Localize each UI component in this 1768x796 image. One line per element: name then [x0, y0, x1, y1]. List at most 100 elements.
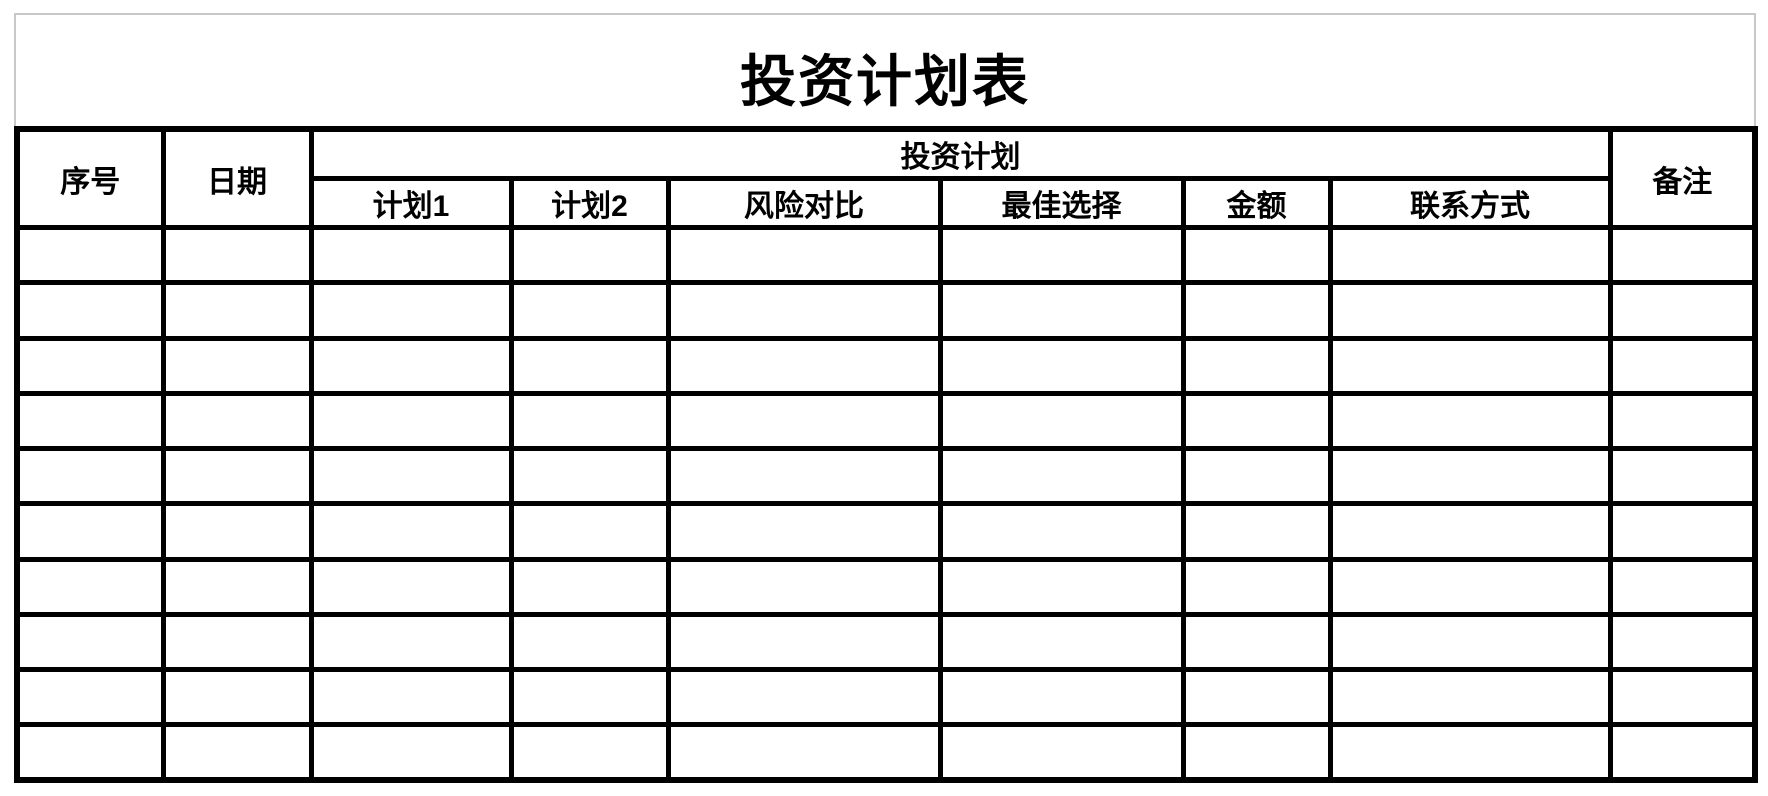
- table-cell[interactable]: [1180, 335, 1333, 396]
- table-cell[interactable]: [1180, 611, 1333, 673]
- table-cell[interactable]: [308, 280, 514, 341]
- table-cell[interactable]: [160, 280, 314, 341]
- table-cell[interactable]: [508, 666, 671, 728]
- table-cell[interactable]: [14, 390, 166, 452]
- table-cell[interactable]: [937, 666, 1186, 728]
- table-cell[interactable]: [1180, 390, 1333, 452]
- table-cell[interactable]: [308, 556, 514, 617]
- table-cell[interactable]: [508, 280, 671, 341]
- table-cell[interactable]: [1180, 445, 1333, 507]
- table-row: [14, 224, 1758, 286]
- table-cell[interactable]: [1607, 280, 1758, 341]
- table-cell[interactable]: [308, 445, 514, 507]
- table-cell[interactable]: [508, 501, 671, 562]
- table-cell[interactable]: [308, 666, 514, 728]
- table-cell[interactable]: [1180, 501, 1333, 562]
- table-cell[interactable]: [160, 501, 314, 562]
- title-band: 投资计划表: [14, 13, 1756, 127]
- header-amount: 金额: [1180, 176, 1333, 230]
- table-cell[interactable]: [508, 611, 671, 673]
- header-plan2: 计划2: [508, 176, 671, 230]
- table-cell[interactable]: [160, 445, 314, 507]
- table-cell[interactable]: [937, 335, 1186, 396]
- table-cell[interactable]: [160, 556, 314, 617]
- table-cell[interactable]: [508, 390, 671, 452]
- table-cell[interactable]: [1607, 335, 1758, 396]
- table-cell[interactable]: [665, 280, 943, 341]
- table-cell[interactable]: [14, 666, 166, 728]
- table-cell[interactable]: [1607, 501, 1758, 562]
- table-cell[interactable]: [1607, 224, 1758, 286]
- table-cell[interactable]: [308, 390, 514, 452]
- header-investment-plan-group: 投资计划: [308, 126, 1613, 181]
- table-row: [14, 501, 1758, 562]
- table-cell[interactable]: [14, 280, 166, 341]
- table-cell[interactable]: [14, 335, 166, 396]
- table-cell[interactable]: [308, 224, 514, 286]
- table-cell[interactable]: [665, 445, 943, 507]
- table-cell[interactable]: [508, 335, 671, 396]
- table-cell[interactable]: [1180, 556, 1333, 617]
- table-cell[interactable]: [14, 556, 166, 617]
- table-cell[interactable]: [308, 722, 514, 783]
- table-cell[interactable]: [1607, 556, 1758, 617]
- table-cell[interactable]: [160, 390, 314, 452]
- table-cell[interactable]: [1327, 280, 1613, 341]
- table-cell[interactable]: [1180, 280, 1333, 341]
- table-cell[interactable]: [14, 501, 166, 562]
- table-cell[interactable]: [1607, 722, 1758, 783]
- table-cell[interactable]: [937, 445, 1186, 507]
- table-cell[interactable]: [160, 722, 314, 783]
- table-cell[interactable]: [937, 501, 1186, 562]
- table-cell[interactable]: [1327, 501, 1613, 562]
- header-serial: 序号: [14, 126, 166, 230]
- table-cell[interactable]: [14, 722, 166, 783]
- table-cell[interactable]: [308, 501, 514, 562]
- page-title: 投资计划表: [740, 49, 1030, 113]
- header-best-choice: 最佳选择: [937, 176, 1186, 230]
- table-cell[interactable]: [160, 335, 314, 396]
- table-cell[interactable]: [937, 280, 1186, 341]
- table-cell[interactable]: [1607, 666, 1758, 728]
- table-cell[interactable]: [508, 722, 671, 783]
- table-cell[interactable]: [665, 666, 943, 728]
- table-cell[interactable]: [1607, 445, 1758, 507]
- table-cell[interactable]: [1327, 224, 1613, 286]
- table-cell[interactable]: [665, 501, 943, 562]
- table-cell[interactable]: [1327, 611, 1613, 673]
- table-cell[interactable]: [937, 224, 1186, 286]
- table-cell[interactable]: [937, 722, 1186, 783]
- table-cell[interactable]: [1327, 722, 1613, 783]
- table-cell[interactable]: [665, 611, 943, 673]
- table-cell[interactable]: [1180, 666, 1333, 728]
- table-cell[interactable]: [14, 611, 166, 673]
- table-cell[interactable]: [1327, 335, 1613, 396]
- table-cell[interactable]: [1327, 556, 1613, 617]
- table-cell[interactable]: [14, 445, 166, 507]
- table-cell[interactable]: [1180, 224, 1333, 286]
- table-cell[interactable]: [14, 224, 166, 286]
- table-cell[interactable]: [665, 224, 943, 286]
- table-cell[interactable]: [665, 722, 943, 783]
- table-cell[interactable]: [937, 556, 1186, 617]
- table-cell[interactable]: [160, 611, 314, 673]
- table-cell[interactable]: [308, 335, 514, 396]
- table-cell[interactable]: [160, 666, 314, 728]
- table-cell[interactable]: [1180, 722, 1333, 783]
- table-cell[interactable]: [665, 335, 943, 396]
- table-cell[interactable]: [508, 556, 671, 617]
- table-cell[interactable]: [308, 611, 514, 673]
- table-cell[interactable]: [1607, 611, 1758, 673]
- table-cell[interactable]: [1607, 390, 1758, 452]
- table-cell[interactable]: [508, 224, 671, 286]
- table-cell[interactable]: [1327, 390, 1613, 452]
- table-cell[interactable]: [665, 390, 943, 452]
- table-cell[interactable]: [160, 224, 314, 286]
- table-cell[interactable]: [1327, 445, 1613, 507]
- table-cell[interactable]: [508, 445, 671, 507]
- table-cell[interactable]: [937, 611, 1186, 673]
- table-cell[interactable]: [1327, 666, 1613, 728]
- table-cell[interactable]: [937, 390, 1186, 452]
- table-cell[interactable]: [665, 556, 943, 617]
